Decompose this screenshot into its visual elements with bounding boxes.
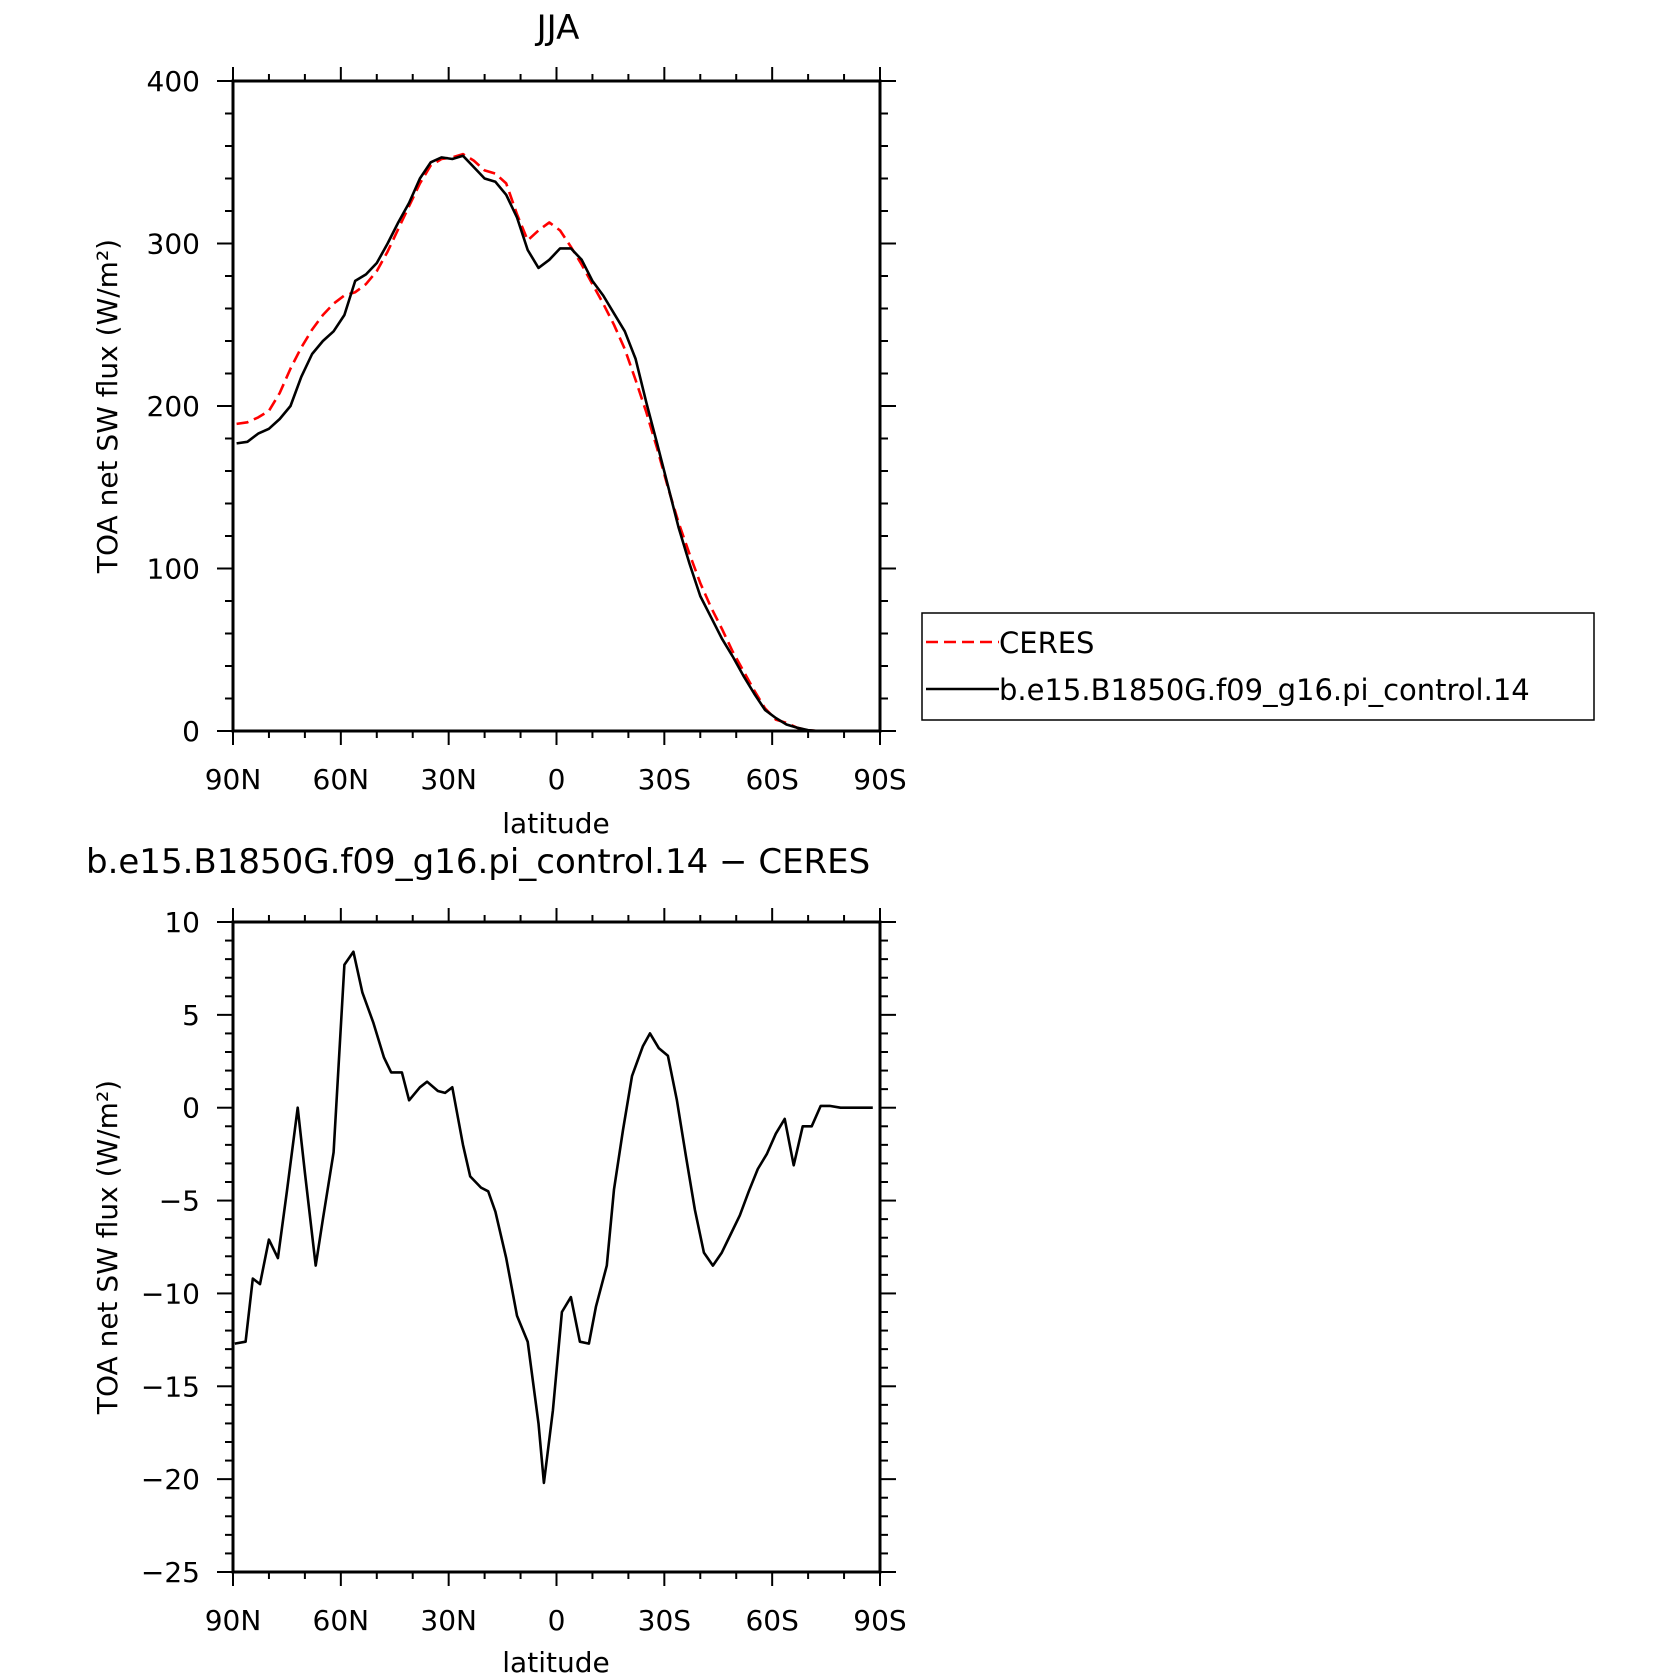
legend-label-model: b.e15.B1850G.f09_g16.pi_control.14 bbox=[999, 673, 1530, 707]
top-panel-series-line-0 bbox=[236, 152, 873, 733]
bottom-panel-x-tick-label: 30S bbox=[638, 1604, 691, 1637]
top-panel-x-axis-label: latitude bbox=[502, 807, 609, 840]
top-panel-x-tick-label: 60S bbox=[745, 763, 798, 796]
bottom-panel-y-axis-label: TOA net SW flux (W/m²) bbox=[91, 1080, 124, 1415]
bottom-panel-tick-labels: 90N 60N 30N 0 30S 60S 90S 10 5 0 −5 −10 −15 −20 −25 bbox=[141, 906, 907, 1637]
top-panel-y-tick-label: 300 bbox=[147, 228, 200, 261]
legend: CERES b.e15.B1850G.f09_g16.pi_control.14 bbox=[921, 612, 1595, 721]
top-panel-x-tick-label: 0 bbox=[548, 763, 566, 796]
top-panel-y-tick-label: 100 bbox=[147, 553, 200, 586]
bottom-panel-series-line-0 bbox=[234, 950, 873, 1485]
bottom-panel-y-tick-label: 5 bbox=[182, 999, 200, 1032]
bottom-panel-x-axis-label: latitude bbox=[502, 1646, 609, 1674]
top-panel-y-tick-label: 200 bbox=[147, 390, 200, 423]
top-panel-x-tick-label: 90N bbox=[205, 763, 262, 796]
legend-label-ceres: CERES bbox=[999, 626, 1094, 660]
top-panel-title: JJA bbox=[535, 8, 580, 48]
top-panel-series-line-1 bbox=[236, 154, 873, 733]
bottom-panel-y-tick-label: 10 bbox=[164, 906, 200, 939]
bottom-panel-y-tick-label: −20 bbox=[141, 1463, 200, 1496]
bottom-panel-series bbox=[234, 950, 873, 1485]
bottom-panel-frame bbox=[231, 920, 882, 1574]
top-panel-x-tick-label: 30S bbox=[638, 763, 691, 796]
top-panel-x-tick-label: 30N bbox=[420, 763, 477, 796]
bottom-panel-y-tick-label: 0 bbox=[182, 1092, 200, 1125]
top-panel-tick-labels: 90N 60N 30N 0 30S 60S 90S 0 100 200 300 400 bbox=[147, 65, 907, 796]
bottom-panel-x-tick-label: 60S bbox=[745, 1604, 798, 1637]
bottom-panel-y-tick-label: −5 bbox=[159, 1185, 200, 1218]
bottom-panel-x-tick-label: 60N bbox=[313, 1604, 370, 1637]
bottom-panel-y-tick-label: −10 bbox=[141, 1277, 200, 1310]
top-panel: JJA 90N 60N 30N 0 30S 60S 90S 0 100 200 300 400 lat… bbox=[91, 8, 1595, 840]
top-panel-y-axis-label: TOA net SW flux (W/m²) bbox=[91, 239, 124, 574]
bottom-panel-x-tick-label: 0 bbox=[548, 1604, 566, 1637]
top-panel-frame bbox=[231, 79, 882, 733]
top-panel-x-tick-label: 90S bbox=[853, 763, 906, 796]
bottom-panel-x-tick-label: 90N bbox=[205, 1604, 262, 1637]
top-panel-y-tick-label: 400 bbox=[147, 65, 200, 98]
bottom-panel-y-tick-label: −25 bbox=[141, 1556, 200, 1589]
top-panel-y-tick-label: 0 bbox=[182, 715, 200, 748]
bottom-panel-x-tick-label: 30N bbox=[420, 1604, 477, 1637]
top-panel-ticks bbox=[217, 67, 896, 745]
legend-box bbox=[921, 612, 1595, 721]
bottom-panel-title: b.e15.B1850G.f09_g16.pi_control.14 − CER… bbox=[86, 842, 870, 882]
bottom-panel-x-tick-label: 90S bbox=[853, 1604, 906, 1637]
bottom-panel: b.e15.B1850G.f09_g16.pi_control.14 − CER… bbox=[86, 842, 907, 1674]
bottom-panel-y-tick-label: −15 bbox=[141, 1370, 200, 1403]
top-panel-series bbox=[236, 152, 873, 733]
top-panel-x-tick-label: 60N bbox=[313, 763, 370, 796]
